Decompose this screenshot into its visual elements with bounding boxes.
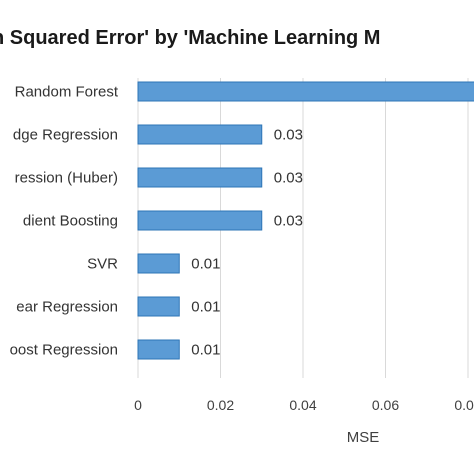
data-label-2: 0.03 xyxy=(274,170,303,187)
chart-title: n Squared Error' by 'Machine Learning M xyxy=(0,27,380,49)
x-tick-label-4: 0.08 xyxy=(454,397,474,413)
category-label-2: ression (Huber) xyxy=(15,170,118,187)
category-label-3: dient Boosting xyxy=(23,213,118,230)
category-label-0: Random Forest xyxy=(15,84,119,101)
x-tick-label-0: 0 xyxy=(134,397,142,413)
bar-2 xyxy=(137,167,263,188)
bar-4 xyxy=(137,253,180,274)
x-axis-title: MSE xyxy=(347,429,380,446)
bars xyxy=(137,81,474,360)
data-labels: 0.03 0.03 0.03 0.01 0.01 0.01 xyxy=(191,127,303,359)
x-tick-label-3: 0.06 xyxy=(372,397,399,413)
data-label-4: 0.01 xyxy=(191,256,220,273)
category-label-4: SVR xyxy=(87,256,118,273)
x-tick-label-1: 0.02 xyxy=(207,397,234,413)
bar-5 xyxy=(137,296,180,317)
bar-6 xyxy=(137,339,180,360)
data-label-5: 0.01 xyxy=(191,299,220,316)
data-label-6: 0.01 xyxy=(191,342,220,359)
bar-1 xyxy=(137,124,263,145)
data-label-1: 0.03 xyxy=(274,127,303,144)
category-label-6: oost Regression xyxy=(10,342,118,359)
x-tick-labels: 0 0.02 0.04 0.06 0.08 xyxy=(134,397,474,413)
bar-0 xyxy=(137,81,474,102)
bar-3 xyxy=(137,210,263,231)
x-tick-label-2: 0.04 xyxy=(289,397,316,413)
category-label-5: ear Regression xyxy=(16,299,118,316)
category-label-1: dge Regression xyxy=(13,127,118,144)
category-labels: Random Forest dge Regression ression (Hube… xyxy=(10,84,119,359)
data-label-3: 0.03 xyxy=(274,213,303,230)
